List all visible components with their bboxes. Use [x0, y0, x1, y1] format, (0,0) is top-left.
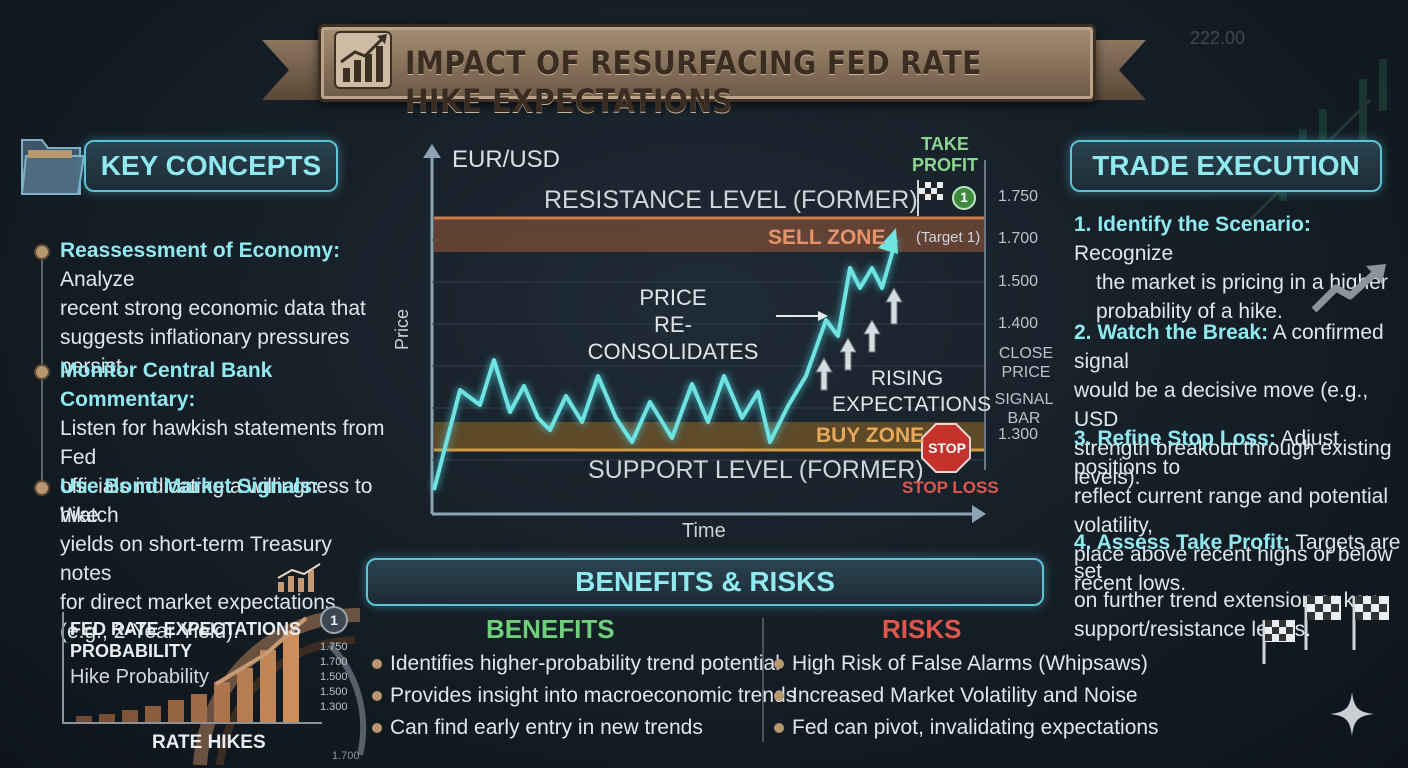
mini-chart-bottom-tick: 1.700: [332, 750, 360, 762]
y-tick-1700: 1.700: [998, 230, 1039, 247]
mini-chart-bar: [237, 668, 253, 722]
folder-icon: [20, 139, 86, 195]
sparkle-icon: [1330, 692, 1374, 736]
y-tick-1500: 1.500: [998, 273, 1039, 290]
benefits-risks-divider: [762, 618, 764, 742]
support-label: SUPPORT LEVEL (FORMER): [588, 456, 924, 484]
benefits-risks-heading: BENEFITS & RISKS: [366, 558, 1044, 606]
risks-heading: RISKS: [882, 614, 962, 644]
chart-y-arrow: [423, 144, 441, 158]
trade-execution-heading: TRADE EXECUTION: [1070, 140, 1382, 192]
take-profit-label: TAKE PROFIT: [912, 134, 978, 175]
concept-bullet: [34, 364, 50, 380]
price-series-line: [432, 239, 898, 491]
stop-sign-text: STOP: [928, 440, 966, 456]
close-price-label: CLOSE PRICE: [998, 345, 1054, 381]
reconsolidates-label: PRICE RE-CONSOLIDATES: [587, 285, 759, 364]
checkered-flags-icon: [1262, 596, 1389, 664]
concept-item-economy: Reassessment of Economy: Analyze recent …: [60, 239, 366, 378]
risk-item: Increased Market Volatility and Noise: [774, 684, 1138, 708]
mini-chart-bar: [191, 694, 207, 722]
rising-expectations-label: RISING EXPECTATIONS: [832, 367, 992, 416]
checkered-flag-icon: [917, 180, 943, 216]
trade-step-4: 4. Assess Take Profit: Targets are set o…: [1074, 531, 1401, 641]
y-tick-1750: 1.750: [998, 188, 1039, 205]
trade-step-2: 2. Watch the Break: A confirmed signal w…: [1074, 321, 1392, 489]
mini-chart-bar: [145, 706, 161, 722]
mini-chart-axis-x: [62, 722, 322, 724]
mini-chart-ticks: 1.750 1.700 1.500 1.500 1.300: [320, 641, 348, 713]
target-badge-text: 1: [960, 189, 968, 205]
title-banner: [318, 24, 1096, 102]
mini-chart-bar: [260, 650, 276, 722]
mini-chart-subtitle: Hike Probability: [70, 666, 209, 688]
mini-chart-bar: [99, 714, 115, 722]
target-badge: [952, 186, 976, 210]
mini-chart-bars: [76, 616, 308, 722]
trade-step-1: 1. Identify the Scenario: Recognize the …: [1074, 213, 1388, 323]
mini-chart-xlabel: RATE HIKES: [152, 732, 266, 753]
risk-item: High Risk of False Alarms (Whipsaws): [774, 652, 1148, 676]
risk-item: Fed can pivot, invalidating expectations: [774, 716, 1159, 740]
mini-chart-trend-line: [214, 616, 308, 686]
concept-bullet: [34, 244, 50, 260]
benefit-item: Provides insight into macroeconomic tren…: [372, 684, 796, 708]
mini-chart-bar: [122, 710, 138, 722]
buy-zone-band: [434, 422, 984, 450]
chart-xlabel: Time: [682, 520, 726, 542]
mini-chart-title: FED RATE EXPECTATIONS PROBABILITY: [70, 619, 302, 661]
mini-chart-axis-y: [62, 612, 64, 722]
trade-step-3: 3. Refine Stop Loss: Adjust positions to…: [1074, 427, 1393, 595]
benefits-heading: BENEFITS: [486, 614, 615, 644]
trend-up-arrow-icon: [1311, 264, 1386, 313]
stop-loss-label: STOP LOSS: [902, 478, 999, 497]
mini-chart-bar: [168, 700, 184, 722]
concept-bullet: [34, 480, 50, 496]
target-label: (Target 1): [916, 229, 981, 246]
concept-item-bond-market: Use Bond Market Signals: Watch yields on…: [60, 475, 336, 643]
background-price-label: 222.00: [1190, 28, 1246, 48]
sell-zone-band: [434, 218, 984, 252]
benefit-item: Can find early entry in new trends: [372, 716, 703, 740]
concept-item-central-bank: Monitor Central Bank Commentary: Listen …: [60, 359, 385, 527]
benefit-item: Identifies higher-probability trend pote…: [372, 652, 780, 676]
signal-bar-label: SIGNAL BAR: [994, 391, 1054, 427]
growth-chart-icon: [334, 31, 392, 89]
sell-zone-label: SELL ZONE: [768, 226, 886, 249]
chart-title: EUR/USD: [452, 146, 561, 173]
mini-bar-icon: [277, 563, 321, 592]
resistance-label: RESISTANCE LEVEL (FORMER): [544, 186, 918, 214]
chart-ylabel: Price: [392, 308, 412, 350]
eur-usd-chart: [423, 144, 986, 523]
y-tick-1400: 1.400: [998, 315, 1039, 332]
chart-x-arrow: [972, 505, 986, 523]
key-concepts-heading: KEY CONCEPTS: [84, 140, 338, 192]
rising-arrows: [815, 286, 903, 391]
mini-chart-badge: 1: [320, 606, 348, 634]
mini-chart-bar: [214, 682, 230, 722]
mini-chart-bar: [76, 716, 92, 722]
y-tick-1300: 1.300: [998, 426, 1039, 443]
page-title: IMPACT OF RESURFACING FED RATE HIKE EXPE…: [405, 44, 982, 120]
price-arrow-head: [878, 228, 898, 254]
buy-zone-label: BUY ZONE: [816, 424, 925, 447]
mini-chart-bar: [283, 632, 299, 722]
stop-sign-icon: [921, 423, 971, 473]
